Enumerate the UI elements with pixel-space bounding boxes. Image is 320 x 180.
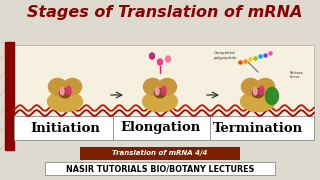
Bar xyxy=(14,116,314,140)
Ellipse shape xyxy=(155,89,165,98)
Text: Completed
polypeptide: Completed polypeptide xyxy=(213,51,236,60)
Bar xyxy=(5,42,14,150)
Ellipse shape xyxy=(161,86,166,94)
Bar xyxy=(80,147,240,160)
Ellipse shape xyxy=(143,78,162,95)
Ellipse shape xyxy=(158,78,177,95)
Text: Release
factor: Release factor xyxy=(290,71,304,79)
Ellipse shape xyxy=(253,88,257,95)
Bar xyxy=(45,162,275,175)
Text: Initiation: Initiation xyxy=(30,122,100,134)
Ellipse shape xyxy=(266,87,278,105)
Ellipse shape xyxy=(252,89,264,98)
Text: Termination: Termination xyxy=(213,122,303,134)
Ellipse shape xyxy=(241,91,276,112)
Ellipse shape xyxy=(63,78,82,95)
Ellipse shape xyxy=(47,91,83,112)
Text: Elongation: Elongation xyxy=(120,122,200,134)
Bar xyxy=(14,45,314,140)
Ellipse shape xyxy=(156,88,159,95)
Ellipse shape xyxy=(149,53,155,59)
Ellipse shape xyxy=(256,78,275,95)
Ellipse shape xyxy=(260,86,264,94)
Text: NASIR TUTORIALS BIO/BOTANY LECTURES: NASIR TUTORIALS BIO/BOTANY LECTURES xyxy=(66,164,254,173)
Ellipse shape xyxy=(242,78,260,95)
Text: Stages of Translation of mRNA: Stages of Translation of mRNA xyxy=(27,6,303,21)
Ellipse shape xyxy=(157,59,163,65)
Ellipse shape xyxy=(142,91,178,112)
Ellipse shape xyxy=(48,78,67,95)
Ellipse shape xyxy=(66,86,71,94)
Ellipse shape xyxy=(60,89,70,98)
Ellipse shape xyxy=(60,88,64,95)
Text: Translation of mRNA 4/4: Translation of mRNA 4/4 xyxy=(112,150,208,156)
Ellipse shape xyxy=(165,56,171,62)
